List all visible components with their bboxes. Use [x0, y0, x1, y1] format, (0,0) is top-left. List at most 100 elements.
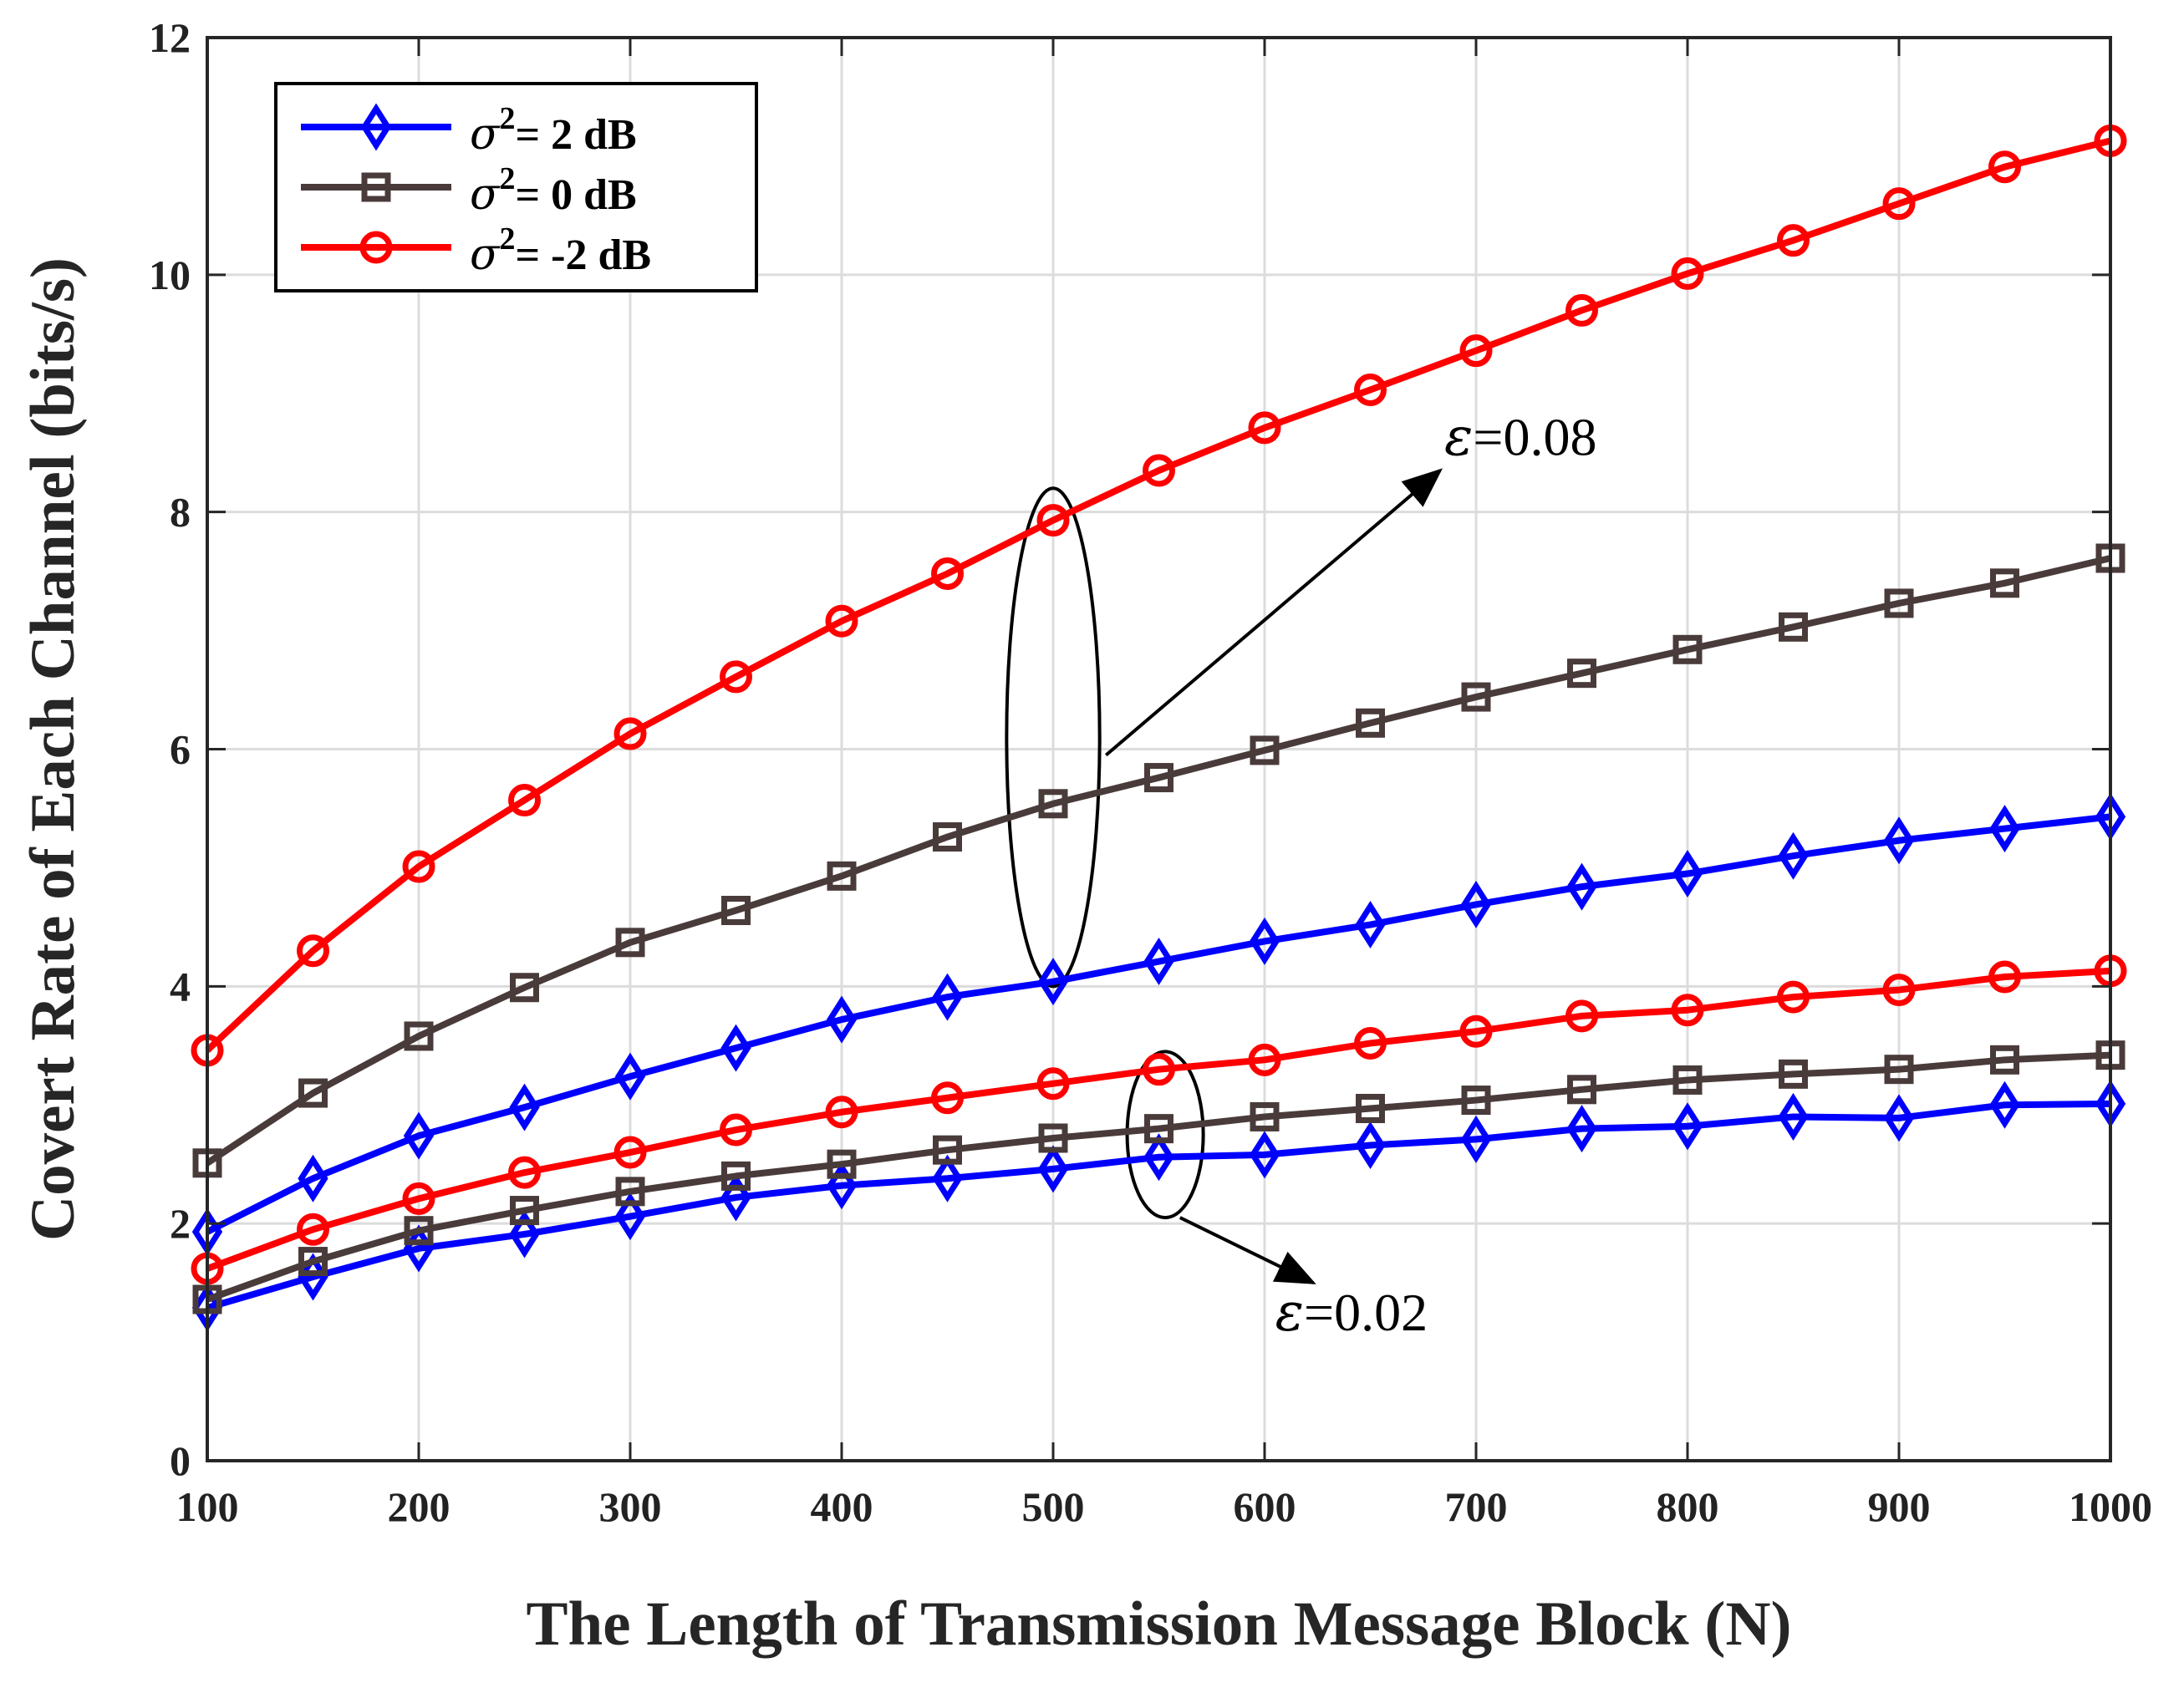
legend-superscript: 2: [500, 101, 516, 136]
data-point: [1249, 1131, 1280, 1179]
y-tick-label: 10: [149, 252, 191, 298]
x-tick-label: 300: [599, 1483, 662, 1530]
data-point: [297, 1213, 329, 1246]
data-point: [404, 1021, 434, 1051]
data-point: [508, 784, 541, 817]
data-point: [404, 1216, 434, 1246]
x-tick-label: 200: [388, 1483, 451, 1530]
y-tick-label: 0: [170, 1437, 191, 1484]
annotation-value: =0.02: [1304, 1283, 1428, 1342]
data-point: [1037, 958, 1069, 1006]
legend-label: σ2= 2 dB: [470, 101, 637, 160]
data-point: [826, 1162, 858, 1210]
y-tick-label: 8: [170, 489, 191, 536]
data-point: [933, 1135, 962, 1165]
x-tick-label: 400: [811, 1483, 873, 1530]
data-point: [1355, 1121, 1386, 1170]
legend-superscript: 2: [500, 221, 516, 257]
data-point: [1356, 1094, 1385, 1124]
data-point: [1460, 880, 1492, 928]
data-point: [1778, 1092, 1809, 1141]
data-point: [1779, 1059, 1808, 1089]
annotation-label: ε=0.08: [1444, 407, 1596, 469]
legend-sigma-symbol: σ: [470, 230, 501, 280]
y-tick-label: 12: [149, 14, 191, 61]
series-line: [205, 555, 2111, 1167]
data-point: [1248, 1043, 1281, 1076]
data-point: [613, 1136, 647, 1169]
legend-entry-1: σ2= 2 dB: [301, 101, 637, 160]
data-point: [720, 1113, 752, 1147]
data-point: [298, 1078, 328, 1108]
data-point: [1037, 1145, 1069, 1193]
data-point: [615, 928, 645, 958]
data-point: [298, 1154, 328, 1203]
data-point: [1143, 1133, 1174, 1182]
data-point: [827, 861, 857, 891]
y-tick-label: 2: [170, 1200, 191, 1247]
data-point: [1672, 1102, 1703, 1151]
data-point: [1565, 293, 1598, 327]
annotation-arrow: [1179, 1216, 1316, 1284]
data-point: [1038, 789, 1068, 819]
x-tick-label: 900: [1868, 1483, 1931, 1530]
data-point: [297, 934, 329, 968]
data-point: [402, 1182, 435, 1215]
series-line: [206, 967, 2111, 1272]
y-tick-label: 6: [170, 726, 191, 773]
data-point: [298, 1247, 328, 1277]
data-point: [1459, 334, 1493, 368]
data-point: [720, 660, 752, 694]
data-point: [1883, 816, 1915, 865]
x-tick-label: 600: [1234, 1483, 1296, 1530]
data-point: [1250, 735, 1280, 765]
data-point: [614, 1052, 646, 1101]
legend-text-value: = -2 dB: [516, 231, 652, 279]
data-point: [1248, 411, 1281, 445]
data-point: [1567, 658, 1596, 689]
legend-marker: [360, 103, 392, 151]
data-point: [1672, 634, 1703, 664]
data-point: [1882, 974, 1916, 1007]
data-point: [933, 822, 962, 852]
legend-sigma-symbol: σ: [470, 109, 501, 160]
data-point: [1461, 1086, 1491, 1116]
axis-ticks: 100 200 300 400 500 600 700 800 900 1000 0 2 4 6 8 10 12: [149, 14, 2152, 1530]
data-point: [1988, 150, 2021, 184]
data-point: [509, 1083, 540, 1131]
data-point: [1566, 862, 1597, 911]
legend-entry-3: σ2= -2 dB: [301, 221, 651, 280]
series-1: [191, 792, 2126, 1256]
data-point: [1250, 1101, 1280, 1131]
data-point: [1356, 708, 1385, 738]
annotation-labels: ε=0.08ε=0.02: [1275, 407, 1597, 1344]
series-line: [206, 813, 2111, 1235]
data-point: [1671, 994, 1704, 1027]
x-tick-label: 1000: [2069, 1483, 2152, 1530]
data-point: [402, 850, 435, 883]
annotation-shapes: [1005, 468, 1443, 1284]
data-point: [931, 557, 964, 590]
data-point: [1565, 999, 1598, 1033]
data-point: [1354, 1026, 1387, 1060]
x-tick-label: 100: [176, 1483, 239, 1530]
legend-marker: [359, 231, 393, 264]
series-line: [206, 1051, 2111, 1303]
data-point: [1144, 763, 1173, 793]
annotation-ellipse: [1005, 486, 1102, 989]
annotation-epsilon-symbol: ε: [1275, 1282, 1304, 1344]
data-point: [1566, 1105, 1597, 1153]
data-point: [826, 995, 858, 1044]
series-6: [191, 954, 2127, 1285]
data-point: [1036, 1067, 1070, 1101]
annotation-epsilon-symbol: ε: [1444, 407, 1473, 469]
series-3: [191, 124, 2127, 1067]
data-point: [615, 1177, 645, 1207]
data-point: [825, 1096, 858, 1129]
x-tick-label: 500: [1022, 1483, 1085, 1530]
legend-entry-2: σ2= 0 dB: [301, 161, 637, 220]
data-point: [1989, 1080, 2020, 1129]
legend-text-value: = 2 dB: [516, 111, 637, 159]
data-point: [1779, 612, 1808, 642]
